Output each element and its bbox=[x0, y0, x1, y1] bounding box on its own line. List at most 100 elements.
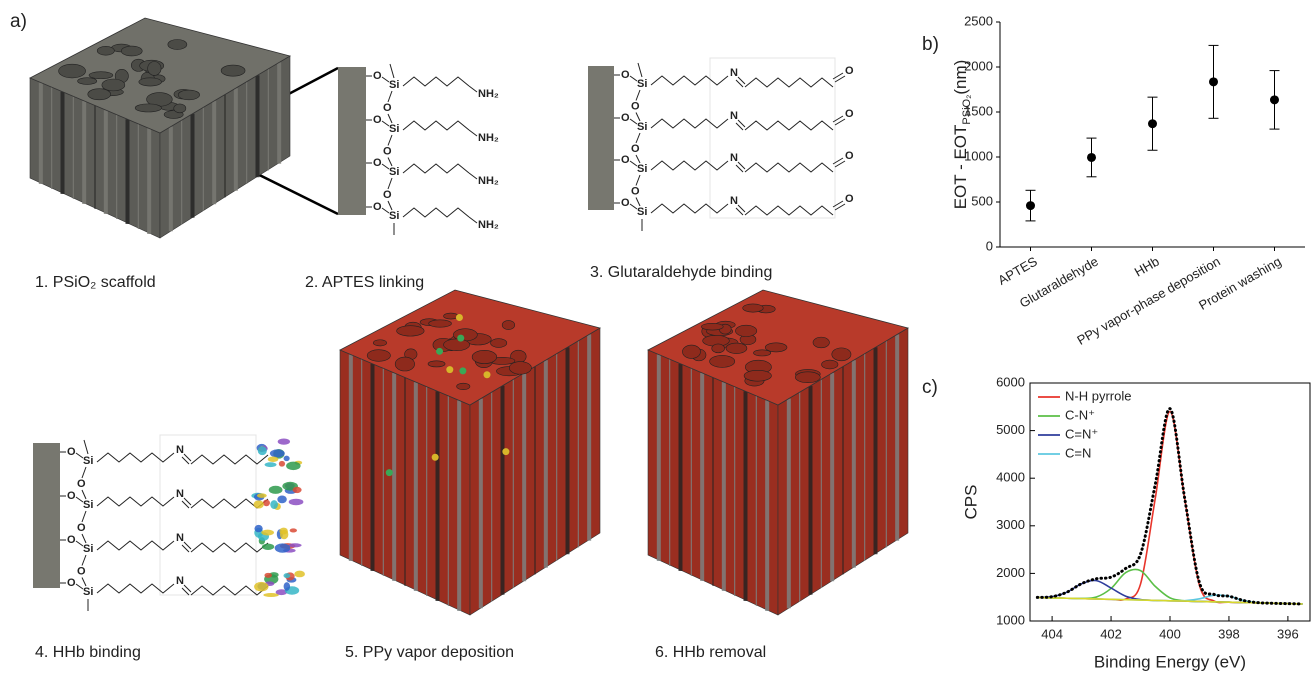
bond bbox=[388, 178, 392, 189]
atom-label: Si bbox=[389, 79, 399, 91]
bond bbox=[636, 155, 640, 163]
bond bbox=[388, 158, 392, 167]
bond bbox=[403, 121, 469, 130]
y-tick-label: 2000 bbox=[996, 565, 1025, 580]
pore bbox=[795, 372, 820, 383]
y-tick-label: 500 bbox=[971, 193, 993, 208]
y-axis-label: EOT - EOTPSiO₂(nm) bbox=[951, 60, 972, 210]
bond bbox=[82, 555, 86, 566]
protein bbox=[277, 495, 286, 503]
protein-dot bbox=[436, 348, 443, 355]
bond bbox=[403, 77, 469, 86]
protein bbox=[290, 528, 297, 532]
protein-dot bbox=[502, 448, 509, 455]
bond bbox=[97, 541, 174, 550]
protein bbox=[294, 571, 305, 578]
pore bbox=[59, 64, 86, 78]
atom-label: O bbox=[383, 102, 392, 114]
atom-label: Si bbox=[83, 543, 93, 555]
pore bbox=[682, 345, 700, 358]
pore bbox=[148, 61, 161, 75]
y-tick-label: 5000 bbox=[996, 422, 1025, 437]
bond bbox=[82, 534, 86, 543]
y-tick-label: 2500 bbox=[964, 13, 993, 28]
atom-label: O bbox=[383, 145, 392, 157]
protein bbox=[254, 500, 264, 508]
pore bbox=[701, 323, 723, 330]
protein bbox=[293, 487, 302, 493]
protein bbox=[270, 449, 285, 457]
protein bbox=[275, 543, 291, 552]
step-caption: 1. PSiO₂ scaffold bbox=[35, 274, 156, 291]
protein bbox=[263, 500, 270, 507]
protein bbox=[286, 462, 300, 471]
atom-label: O bbox=[845, 108, 854, 120]
label-part: EOT - EOT bbox=[951, 125, 970, 210]
atom-label: Si bbox=[83, 455, 93, 467]
surface bbox=[588, 66, 614, 210]
atom-label: O bbox=[631, 185, 640, 197]
bond bbox=[636, 90, 640, 101]
atom-label: O bbox=[67, 534, 76, 546]
bond bbox=[636, 113, 640, 122]
protein bbox=[265, 462, 277, 467]
atom-label: O bbox=[631, 100, 640, 112]
pore bbox=[221, 65, 245, 76]
pore bbox=[813, 337, 829, 348]
y-tick-label: 6000 bbox=[996, 374, 1025, 389]
pore bbox=[88, 89, 111, 100]
pore bbox=[743, 304, 764, 312]
pore bbox=[367, 350, 390, 362]
protein bbox=[279, 461, 285, 467]
bond bbox=[636, 133, 640, 143]
atom-label: N bbox=[730, 152, 738, 164]
pore bbox=[491, 339, 507, 348]
bond bbox=[82, 511, 86, 522]
bond bbox=[469, 217, 477, 223]
surface bbox=[33, 443, 60, 588]
panel-label: a) bbox=[10, 11, 27, 32]
pore bbox=[710, 355, 735, 367]
atom-label: N bbox=[730, 67, 738, 79]
y-tick-label: 1000 bbox=[996, 612, 1025, 627]
pore bbox=[102, 79, 125, 91]
bond bbox=[390, 64, 394, 78]
bond bbox=[97, 497, 174, 506]
step-caption: 6. HHb removal bbox=[655, 644, 766, 661]
protein bbox=[254, 582, 268, 592]
protein-dot bbox=[457, 335, 464, 342]
legend-label: C=N⁺ bbox=[1065, 426, 1098, 441]
atom-label: Si bbox=[389, 166, 399, 178]
step-caption: 3. Glutaraldehyde binding bbox=[590, 264, 772, 281]
protein-dot bbox=[459, 367, 466, 374]
atom-label: Si bbox=[83, 586, 93, 598]
pore bbox=[78, 78, 97, 85]
bond bbox=[630, 161, 637, 166]
data-point bbox=[1026, 201, 1035, 210]
atom-label: N bbox=[176, 575, 184, 587]
pore bbox=[726, 343, 747, 354]
step-caption: 2. APTES linking bbox=[305, 274, 424, 291]
pore bbox=[429, 320, 452, 327]
atom-label: O bbox=[621, 154, 630, 166]
atom-label: O bbox=[67, 577, 76, 589]
protein-dot bbox=[446, 366, 453, 373]
bond bbox=[76, 497, 83, 502]
data-point bbox=[1209, 77, 1218, 86]
bond bbox=[630, 119, 637, 124]
bond bbox=[84, 440, 88, 454]
protein bbox=[261, 530, 274, 536]
protein bbox=[279, 528, 288, 535]
bond bbox=[97, 584, 174, 593]
atom-label: O bbox=[383, 189, 392, 201]
bond bbox=[76, 541, 83, 546]
pore bbox=[735, 325, 756, 336]
atom-label: N bbox=[730, 195, 738, 207]
atom-label: Si bbox=[637, 78, 647, 90]
step-caption: 4. HHb binding bbox=[35, 644, 141, 661]
y-tick-label: 3000 bbox=[996, 517, 1025, 532]
bond bbox=[388, 201, 392, 210]
bond bbox=[745, 121, 833, 130]
protein bbox=[284, 582, 290, 591]
bond bbox=[403, 208, 469, 217]
